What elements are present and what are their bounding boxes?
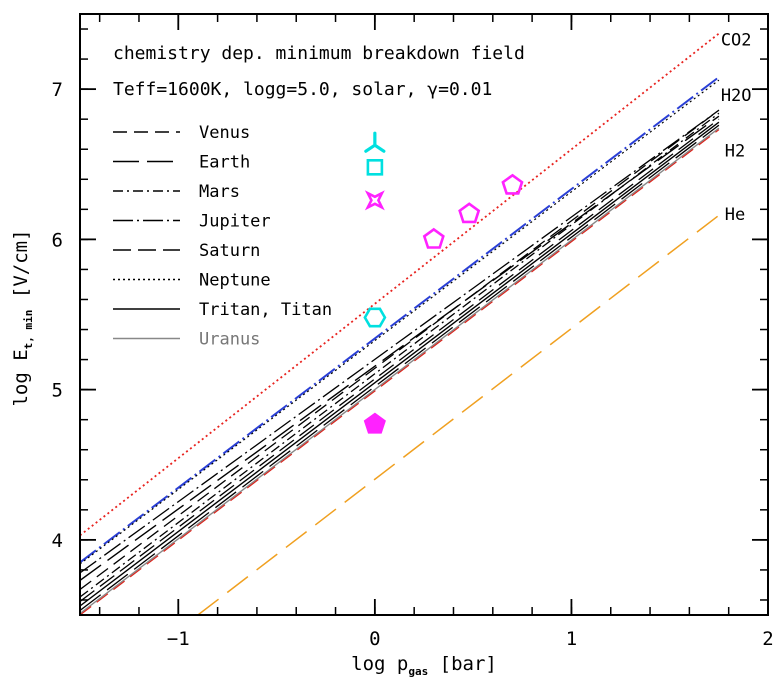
legend-label-tritan-titan: Tritan, Titan — [199, 300, 332, 320]
tick-layer: −1 0 1 2 4 5 6 7 — [52, 14, 774, 650]
y-axis-label: log Et, min [V/cm] — [10, 229, 35, 406]
x-tick-label: 2 — [762, 628, 773, 650]
line-label-h2: H2 — [725, 142, 745, 162]
annotation-params: Teff=1600K, logg=5.0, solar, γ=0.01 — [113, 79, 492, 100]
marker-hexagon — [363, 307, 387, 328]
line-label-he: He — [725, 205, 745, 225]
series-line-6 — [80, 112, 720, 598]
annotation-title: chemistry dep. minimum breakdown field — [113, 43, 525, 64]
legend-label-jupiter: Jupiter — [199, 212, 271, 232]
legend-label-neptune: Neptune — [199, 271, 271, 291]
y-tick-label: 5 — [52, 380, 63, 402]
series-layer — [80, 32, 720, 615]
series-line-8 — [80, 121, 720, 607]
marker-pentagon — [501, 173, 524, 195]
marker-pentagon — [422, 227, 445, 249]
legend-label-mars: Mars — [199, 182, 240, 202]
legend: Venus Earth Mars Jupiter Saturn Neptune Tritan… — [113, 123, 332, 350]
series-line-10 — [80, 127, 720, 615]
series-line-co2 — [80, 32, 720, 537]
marker-pentagon — [458, 202, 481, 224]
series-line-5 — [80, 109, 720, 591]
y-tick-label: 6 — [52, 229, 63, 251]
legend-label-venus: Venus — [199, 123, 250, 143]
series-line-3 — [80, 109, 720, 574]
series-line-7 — [80, 118, 720, 603]
x-tick-label: −1 — [167, 628, 190, 650]
legend-label-earth: Earth — [199, 153, 250, 173]
series-line-h2 — [80, 124, 720, 612]
series-line-11 — [80, 129, 720, 615]
series-line-2 — [80, 79, 720, 565]
marker-star4 — [364, 190, 385, 211]
x-tick-label: 0 — [369, 628, 380, 650]
plot-frame — [79, 13, 769, 616]
marker-tripod — [364, 131, 386, 153]
line-labels: CO2 H2O H2 He — [721, 31, 752, 225]
x-axis-label: log pgas [bar] — [351, 653, 497, 678]
series-line-h2o — [80, 76, 720, 564]
marker-square — [366, 159, 384, 176]
x-tick-label: 1 — [566, 628, 577, 650]
line-label-co2: CO2 — [721, 31, 752, 51]
y-tick-label: 4 — [52, 530, 63, 552]
line-label-h2o: H2O — [721, 86, 752, 106]
marker-pentagon — [363, 412, 386, 434]
legend-label-saturn: Saturn — [199, 241, 260, 261]
legend-label-uranus: Uranus — [199, 330, 260, 350]
y-tick-label: 7 — [52, 79, 63, 101]
marker-layer — [363, 131, 524, 434]
